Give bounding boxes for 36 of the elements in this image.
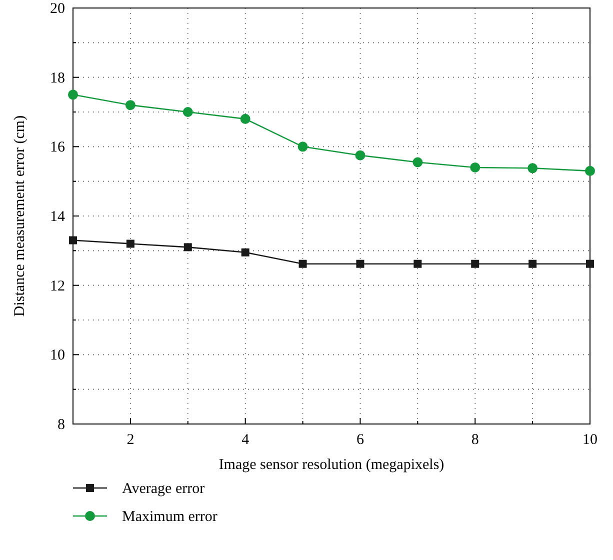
x-tick-label: 2: [126, 432, 134, 448]
point: [125, 100, 136, 110]
point: [184, 243, 192, 252]
point: [298, 142, 308, 152]
x-tick-label: 10: [582, 432, 598, 448]
point: [126, 240, 134, 248]
x-tick-label: 6: [356, 432, 364, 448]
point: [414, 260, 422, 268]
y-axis-title: Distance measurement error (cm): [12, 115, 28, 317]
point: [182, 107, 193, 117]
point: [356, 260, 364, 268]
point: [68, 90, 78, 100]
point: [241, 248, 250, 256]
point: [471, 260, 480, 268]
point: [585, 166, 595, 176]
y-tick-label: 20: [50, 1, 65, 17]
point: [470, 162, 480, 172]
y-tick-label: 8: [58, 417, 65, 433]
x-tick-label: 8: [471, 432, 479, 448]
point: [528, 163, 538, 174]
point: [412, 157, 423, 168]
point: [586, 260, 594, 268]
y-tick-label: 12: [50, 278, 65, 294]
legend-label: Maximum error: [122, 509, 218, 525]
y-tick-label: 18: [50, 70, 65, 86]
point: [355, 150, 366, 160]
point: [69, 236, 77, 244]
x-tick-label: 4: [242, 432, 250, 448]
point: [240, 114, 250, 124]
y-tick-label: 10: [50, 348, 65, 364]
y-tick-label: 14: [50, 209, 66, 225]
point: [528, 260, 537, 268]
x-axis-title: Image sensor resolution (megapixels): [218, 457, 444, 473]
y-tick-label: 16: [50, 140, 66, 156]
point: [298, 260, 307, 268]
legend-label: Average error: [122, 481, 205, 497]
